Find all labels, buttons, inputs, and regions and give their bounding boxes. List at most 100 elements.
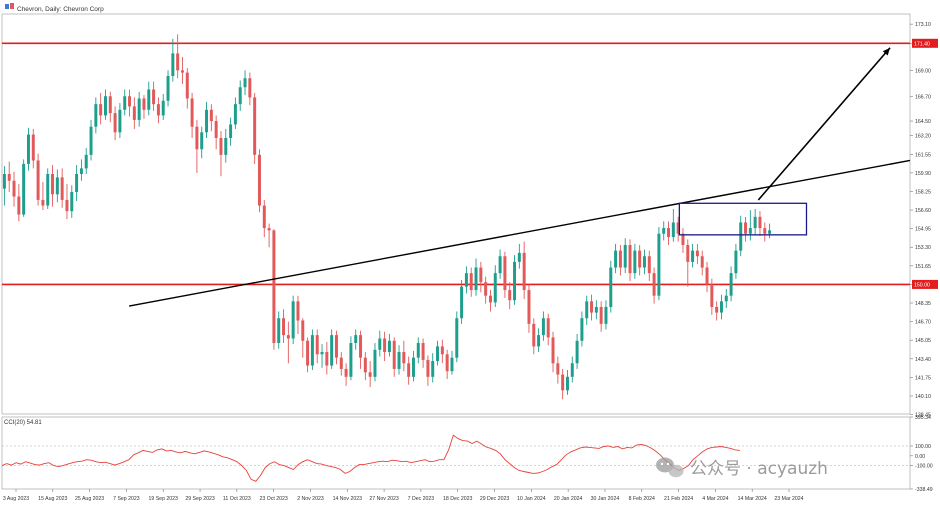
candle-body bbox=[22, 163, 26, 215]
candle-body bbox=[484, 282, 488, 296]
candle-body bbox=[176, 53, 180, 71]
x-tick-label: 7 Sep 2023 bbox=[113, 496, 140, 502]
chart-title: Chevron, Daily: Chevron Corp bbox=[17, 6, 104, 13]
candle-body bbox=[229, 124, 233, 138]
candle-body bbox=[291, 301, 295, 339]
y-tick-label: 156.60 bbox=[915, 208, 931, 214]
candle-body bbox=[339, 357, 343, 369]
candle-body bbox=[599, 306, 603, 324]
y-tick-label: 164.50 bbox=[915, 119, 931, 125]
candle-body bbox=[479, 267, 483, 283]
candle-body bbox=[614, 250, 618, 268]
y-tick-label: 158.25 bbox=[915, 189, 931, 195]
candle-body bbox=[147, 89, 151, 110]
candle-body bbox=[724, 295, 728, 302]
candle-body bbox=[642, 256, 646, 268]
candle-body bbox=[248, 78, 252, 98]
candle-body bbox=[541, 318, 545, 336]
candle-body bbox=[565, 376, 569, 391]
candle-body bbox=[301, 320, 305, 341]
candle-body bbox=[657, 233, 661, 296]
candle-body bbox=[36, 160, 40, 200]
candle-body bbox=[455, 318, 459, 358]
candle-body bbox=[628, 244, 632, 274]
candle-body bbox=[262, 205, 266, 229]
candle-body bbox=[26, 134, 30, 164]
candle-body bbox=[383, 338, 387, 353]
candle-body bbox=[70, 192, 74, 212]
instrument-icon bbox=[5, 3, 14, 9]
watermark: 公众号 · acyauzh bbox=[656, 457, 828, 479]
candle-body bbox=[522, 252, 526, 291]
candle-body bbox=[546, 318, 550, 338]
candle-body bbox=[209, 109, 213, 122]
price-label-bg bbox=[912, 38, 938, 48]
candle-body bbox=[224, 137, 228, 155]
y-tick-label: 161.55 bbox=[915, 152, 931, 158]
y-tick-label: 143.40 bbox=[915, 357, 931, 363]
candle-body bbox=[267, 228, 271, 231]
candle-body bbox=[503, 256, 507, 291]
candle-body bbox=[464, 273, 468, 287]
candle-body bbox=[363, 357, 367, 373]
candle-body bbox=[17, 196, 21, 215]
candle-body bbox=[517, 252, 521, 262]
candle-body bbox=[387, 340, 391, 353]
candle-body bbox=[498, 256, 502, 274]
y-tick-label: 154.95 bbox=[915, 227, 931, 233]
candle-body bbox=[729, 273, 733, 296]
candle-body bbox=[171, 53, 175, 76]
x-tick-label: 27 Nov 2023 bbox=[369, 496, 399, 502]
x-tick-label: 30 Jan 2024 bbox=[591, 496, 620, 502]
candle-body bbox=[652, 273, 656, 296]
candle-body bbox=[407, 363, 411, 377]
candle-body bbox=[257, 154, 261, 206]
candle-body bbox=[180, 70, 184, 73]
candle-body bbox=[75, 174, 79, 193]
wechat-logo-icon bbox=[656, 457, 684, 478]
chart-frame bbox=[1, 13, 911, 490]
candle-body bbox=[551, 337, 555, 364]
candle-body bbox=[166, 75, 170, 101]
candle-body bbox=[320, 352, 324, 355]
candle-body bbox=[590, 301, 594, 313]
candle-body bbox=[282, 318, 286, 336]
candle-body bbox=[2, 174, 6, 189]
candle-body bbox=[686, 244, 690, 262]
candle-body bbox=[570, 363, 574, 377]
candle-body bbox=[7, 174, 11, 181]
candle-body bbox=[527, 290, 531, 324]
candle-body bbox=[233, 104, 237, 125]
x-tick-label: 4 Mar 2024 bbox=[702, 496, 728, 502]
candle-body bbox=[94, 104, 98, 127]
y-tick-label: 146.70 bbox=[915, 320, 931, 326]
candle-body bbox=[79, 168, 83, 174]
candle-body bbox=[695, 250, 699, 257]
candle-body bbox=[416, 343, 420, 358]
candle-body bbox=[161, 100, 165, 116]
watermark-text: 公众号 · acyauzh bbox=[690, 459, 828, 479]
projection-arrow bbox=[757, 47, 891, 201]
candle-body bbox=[647, 256, 651, 274]
x-tick-label: 23 Oct 2023 bbox=[260, 496, 288, 502]
candle-body bbox=[705, 267, 709, 285]
candle-body bbox=[594, 306, 598, 313]
trendline bbox=[128, 159, 911, 307]
candles bbox=[2, 34, 772, 400]
candle-body bbox=[513, 261, 517, 301]
candle-body bbox=[440, 346, 444, 355]
indicator-label: CCI(20) 54.81 bbox=[4, 420, 42, 426]
indicator-panel: CCI(20) 54.81 395.34 100.00 0.00 -100.00 -33… bbox=[1, 415, 933, 493]
candle-body bbox=[392, 340, 396, 369]
candle-body bbox=[537, 335, 541, 347]
candle-body bbox=[41, 199, 45, 206]
candle-body bbox=[397, 352, 401, 369]
x-tick-label: 14 Nov 2023 bbox=[333, 496, 363, 502]
x-tick-label: 29 Dec 2023 bbox=[480, 496, 510, 502]
candle-body bbox=[272, 230, 276, 344]
x-tick-label: 19 Sep 2023 bbox=[149, 496, 179, 502]
candle-body bbox=[334, 335, 338, 358]
candle-body bbox=[12, 180, 16, 197]
candle-body bbox=[238, 87, 242, 105]
